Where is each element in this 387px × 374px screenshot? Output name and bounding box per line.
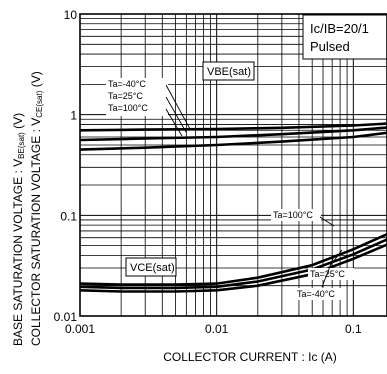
condition-pulsed: Pulsed — [310, 39, 350, 54]
series-label-vbe: Ta=100°C — [108, 103, 148, 113]
series-label-vce: Ta=25°C — [310, 269, 345, 279]
y-tick-label: 0.01 — [54, 310, 78, 324]
vbe-label: VBE(sat) — [207, 66, 251, 78]
series-label-vbe: Ta=25°C — [108, 91, 143, 101]
annotations: Ic/IB=20/1 Pulsed VBE(sat) Ta=-40°C Ta=25°C T… — [106, 14, 387, 300]
vce-label-bg-1 — [271, 209, 321, 221]
x-tick-label: 0.001 — [65, 322, 95, 336]
vbe-label-box — [202, 61, 255, 81]
x-tick-label: 0.1 — [345, 322, 362, 336]
series-line — [79, 122, 387, 132]
conditions-box — [302, 14, 387, 60]
y-axis-label-base: BASE SATURATION VOLTAGE : VBE(sat) (V) — [11, 113, 26, 346]
y-tick-label: 10 — [64, 8, 78, 22]
series-label-vbe: Ta=-40°C — [108, 79, 146, 89]
plot-frame — [79, 13, 387, 317]
y-tick-label: 0.1 — [60, 209, 77, 223]
vce-label-bg-3 — [295, 288, 345, 300]
vce-label-box — [125, 257, 177, 277]
series-line — [79, 131, 387, 151]
leader-line — [165, 108, 183, 137]
leader-line — [321, 255, 335, 288]
series-line — [79, 232, 387, 286]
series-label-vce: Ta=100°C — [273, 210, 313, 220]
series-line — [79, 126, 387, 142]
x-axis-label: COLLECTOR CURRENT : Ic (A) — [163, 350, 337, 364]
series-label-vce: Ta=-40°C — [297, 289, 335, 299]
axis-labels: COLLECTOR CURRENT : Ic (A) BASE SATURATIO… — [11, 71, 337, 364]
x-tick-label: 0.01 — [205, 322, 229, 336]
leader-line — [319, 216, 335, 227]
y-tick-label: 1 — [70, 109, 77, 123]
vce-label: VCE(sat) — [130, 262, 175, 274]
condition-ratio: Ic/IB=20/1 — [310, 21, 369, 36]
leader-line — [165, 84, 191, 130]
vbe-label-bg — [106, 78, 168, 116]
y-axis-label-collector: COLLECTOR SATURATION VOLTAGE : VCE(sat) … — [29, 71, 44, 346]
leader-line — [165, 96, 187, 133]
leader-line — [329, 249, 343, 267]
vce-label-bg-2 — [308, 268, 354, 280]
